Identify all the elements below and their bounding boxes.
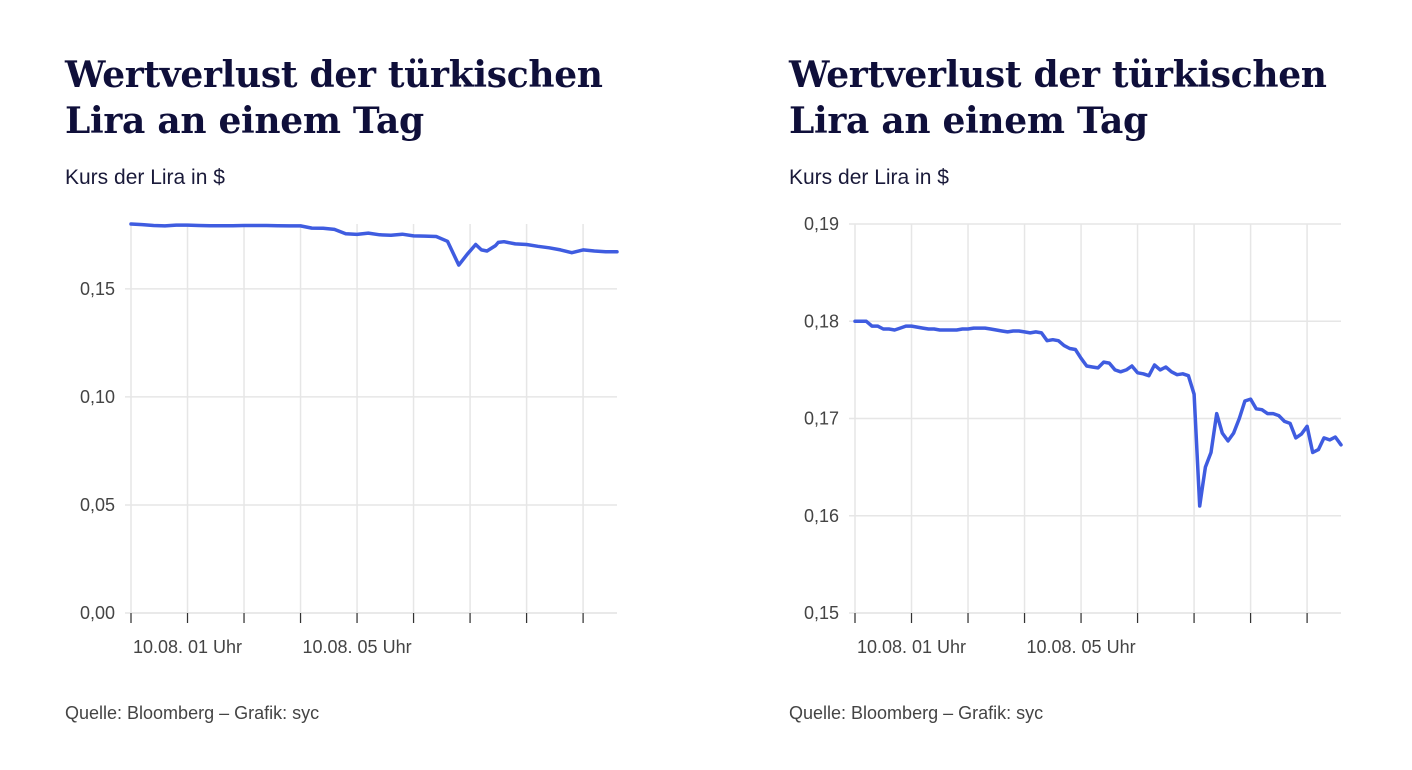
chart-subtitle: Kurs der Lira in $ — [65, 166, 225, 189]
y-tick-label: 0,05 — [80, 495, 115, 515]
line-chart: 0,00 0,05 0,10 0,15 10.08. 01 Uhr 10.08. 05 U… — [80, 222, 619, 657]
y-tick-label: 0,10 — [80, 387, 115, 407]
y-tick-label: 0,15 — [80, 279, 115, 299]
chart-panel-right: Wertverlust der türkischen Lira an einem … — [724, 0, 1344, 770]
chart-subtitle: Kurs der Lira in $ — [789, 166, 949, 189]
x-tick-label: 10.08. 01 Uhr — [133, 637, 242, 657]
x-tick-label: 10.08. 05 Uhr — [303, 637, 412, 657]
source-note: Quelle: Bloomberg – Grafik: syc — [65, 703, 320, 723]
source-note: Quelle: Bloomberg – Grafik: syc — [789, 703, 1044, 723]
chart-title: Wertverlust der türkischen Lira an einem … — [789, 54, 1327, 142]
x-tick-label: 10.08. 01 Uhr — [857, 637, 966, 657]
line-chart: 0,15 0,16 0,17 0,18 0,19 10.08. 01 Uhr 10.08. … — [804, 214, 1343, 657]
y-tick-label: 0,00 — [80, 603, 115, 623]
y-tick-label: 0,16 — [804, 506, 839, 526]
series-line — [853, 319, 1343, 508]
chart-title: Wertverlust der türkischen Lira an einem … — [65, 54, 603, 142]
chart-panel-left: Wertverlust der türkischen Lira an einem … — [0, 0, 620, 770]
series-line — [129, 222, 619, 267]
x-tick-label: 10.08. 05 Uhr — [1027, 637, 1136, 657]
y-tick-label: 0,19 — [804, 214, 839, 234]
y-tick-label: 0,17 — [804, 409, 839, 429]
y-tick-label: 0,18 — [804, 311, 839, 331]
y-tick-label: 0,15 — [804, 603, 839, 623]
